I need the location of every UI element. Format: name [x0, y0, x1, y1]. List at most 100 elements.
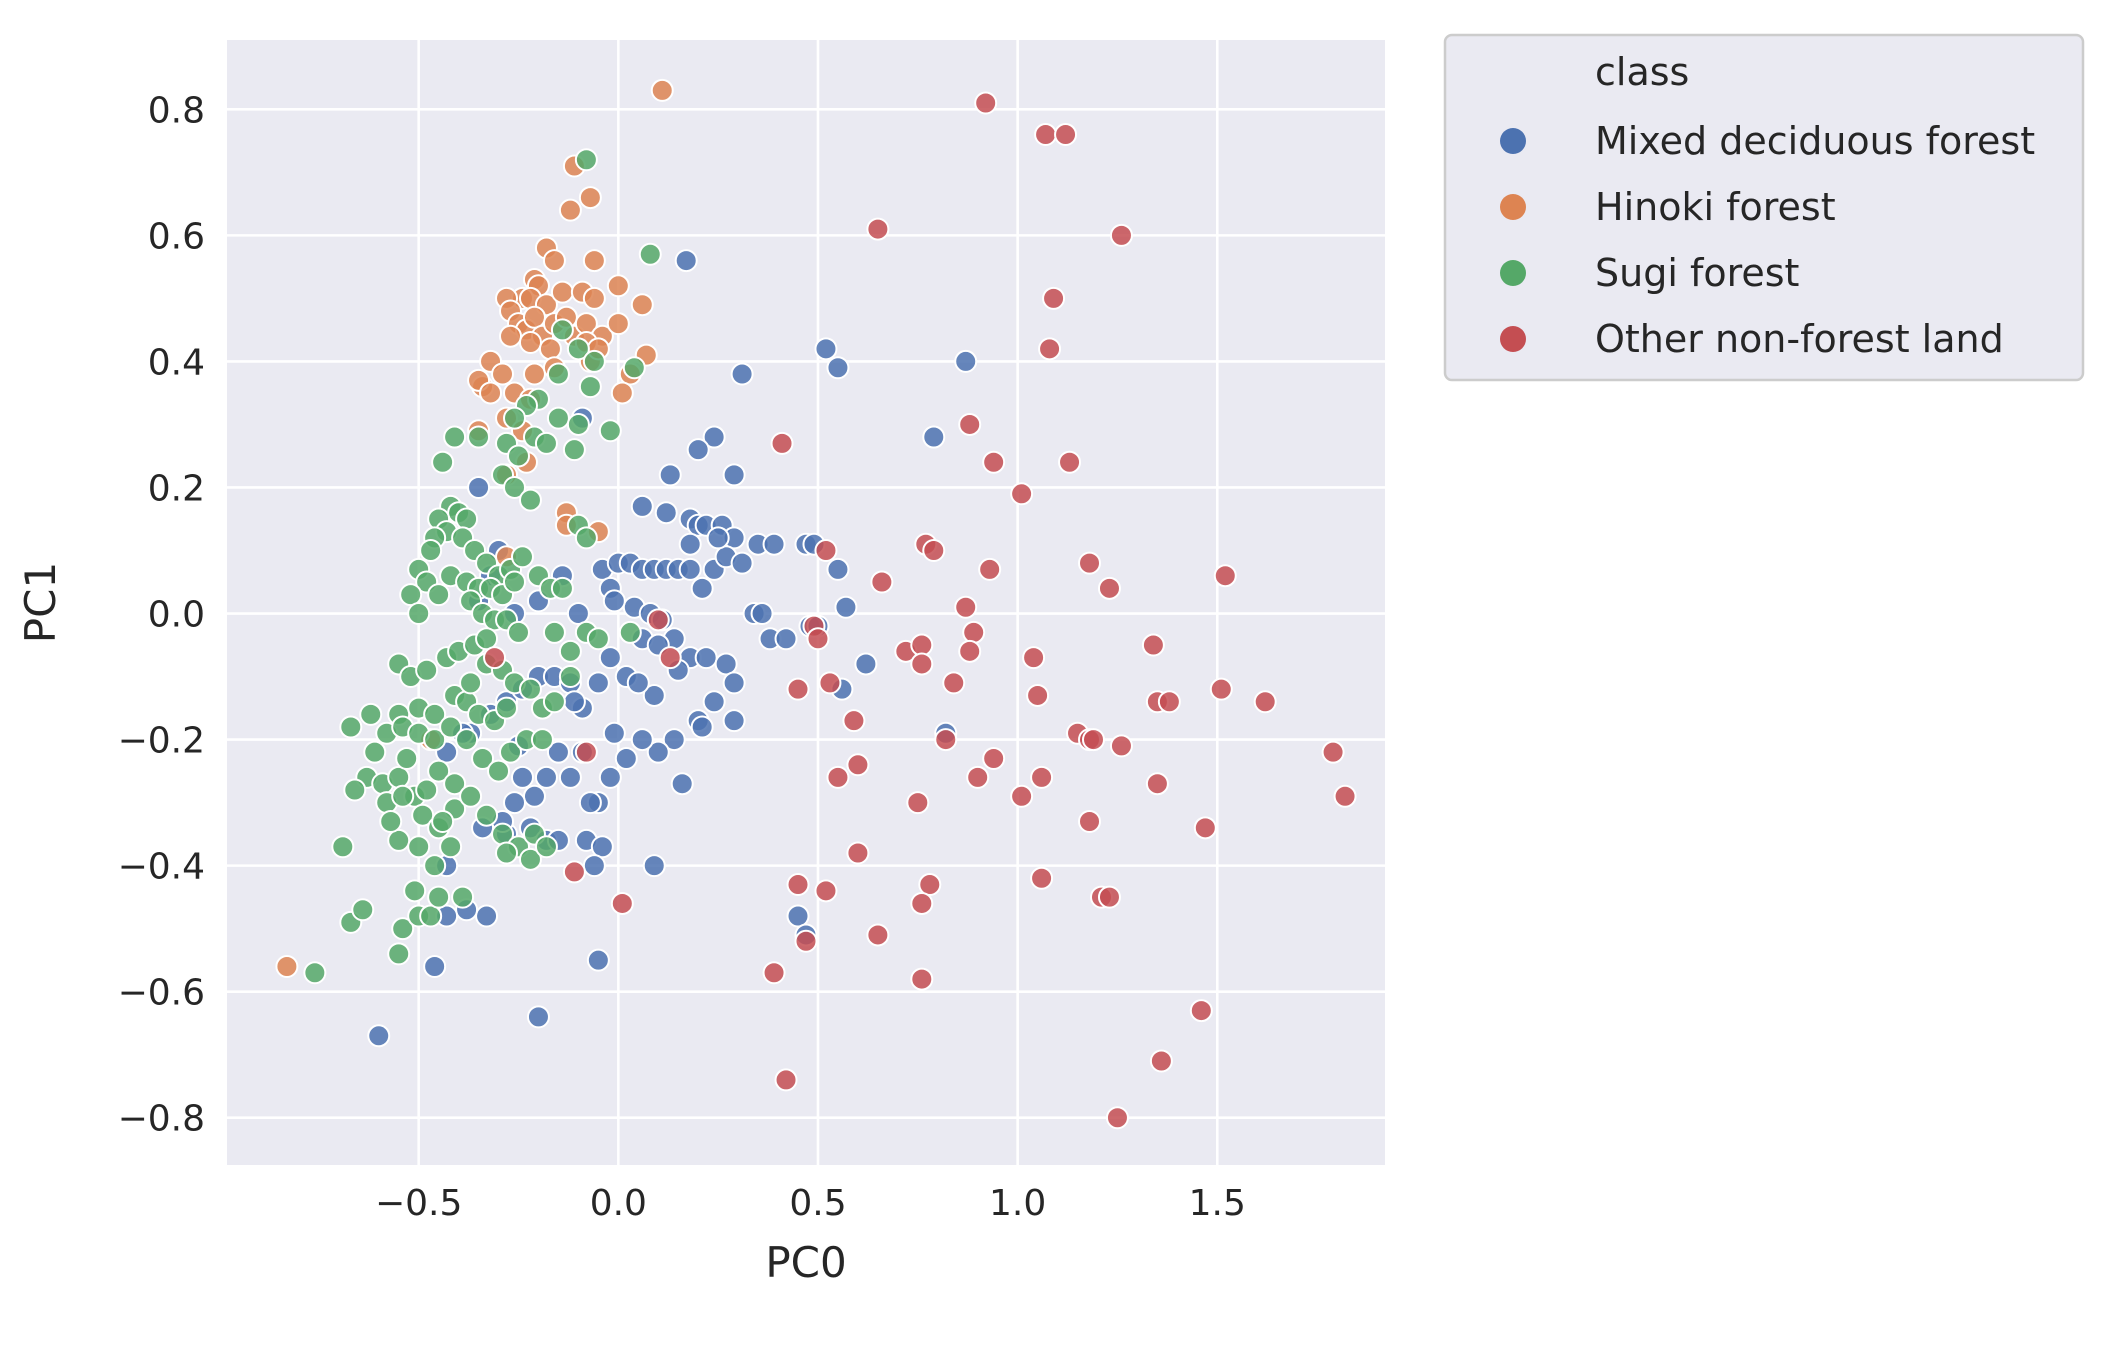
data-point — [1054, 123, 1078, 147]
x-tick-label: 0.5 — [789, 1183, 846, 1224]
data-point — [582, 854, 606, 878]
data-point — [1058, 450, 1082, 474]
x-tick-label: 1.5 — [1189, 1183, 1246, 1224]
data-point — [395, 746, 419, 770]
y-axis-label: PC1 — [16, 562, 65, 643]
data-point — [730, 362, 754, 386]
data-point — [598, 646, 622, 670]
data-point — [598, 419, 622, 443]
data-point — [826, 557, 850, 581]
data-point — [558, 665, 582, 689]
y-axis-ticks: −0.8 −0.6 −0.4 −0.2 0.0 0.2 0.4 0.6 0.8 — [118, 90, 205, 1139]
data-point — [503, 570, 527, 594]
data-point — [546, 740, 570, 764]
data-point — [598, 765, 622, 789]
data-point — [387, 828, 411, 852]
data-point — [942, 671, 966, 695]
data-point — [910, 967, 934, 991]
data-point — [499, 324, 523, 348]
data-point — [534, 765, 558, 789]
data-point — [662, 728, 686, 752]
data-point — [359, 702, 383, 726]
data-point — [443, 425, 467, 449]
data-point — [522, 305, 546, 329]
data-point — [522, 362, 546, 386]
data-point — [518, 331, 542, 355]
y-tick-label: −0.2 — [118, 721, 205, 762]
data-point — [518, 677, 542, 701]
data-point — [958, 639, 982, 663]
data-point — [806, 627, 830, 651]
data-point — [722, 709, 746, 733]
y-tick-label: 0.4 — [148, 342, 205, 383]
data-point — [630, 494, 654, 518]
data-point — [503, 791, 527, 815]
data-point — [423, 728, 447, 752]
data-point — [506, 444, 530, 468]
data-point — [550, 280, 574, 304]
data-point — [522, 784, 546, 808]
data-point — [630, 293, 654, 317]
data-point — [1253, 690, 1277, 714]
data-point — [1209, 677, 1233, 701]
data-point — [826, 356, 850, 380]
data-point — [1082, 728, 1106, 752]
data-point — [614, 746, 638, 770]
data-point — [475, 904, 499, 928]
data-point — [962, 620, 986, 644]
data-point — [439, 835, 463, 859]
data-point — [642, 854, 666, 878]
data-point — [363, 740, 387, 764]
data-point — [658, 646, 682, 670]
data-point — [495, 841, 519, 865]
data-point — [762, 961, 786, 985]
data-point — [730, 551, 754, 575]
data-point — [702, 425, 726, 449]
data-point — [1149, 1049, 1173, 1073]
data-point — [503, 406, 527, 430]
data-point — [562, 438, 586, 462]
data-point — [1213, 564, 1237, 588]
legend: class Mixed deciduous forest Hinoki fores… — [1443, 33, 2085, 382]
legend-marker — [1500, 128, 1526, 154]
data-point — [846, 841, 870, 865]
data-point — [606, 312, 630, 336]
y-tick-label: −0.8 — [118, 1099, 205, 1140]
legend-label: Other non-forest land — [1595, 317, 2004, 361]
data-point — [1022, 646, 1046, 670]
data-point — [503, 475, 527, 499]
data-point — [870, 570, 894, 594]
data-point — [399, 583, 423, 607]
data-point — [690, 576, 714, 600]
data-point — [1109, 223, 1133, 247]
data-point — [610, 891, 634, 915]
data-point — [854, 652, 878, 676]
data-point — [982, 746, 1006, 770]
series-3 — [483, 91, 1357, 1130]
data-point — [1078, 810, 1102, 834]
data-point — [814, 539, 838, 563]
data-point — [934, 728, 958, 752]
data-point — [686, 438, 710, 462]
data-point — [526, 1005, 550, 1029]
data-point — [566, 337, 590, 361]
data-point — [1193, 816, 1217, 840]
data-point — [391, 784, 415, 808]
data-point — [475, 803, 499, 827]
y-tick-label: −0.6 — [118, 973, 205, 1014]
data-point — [562, 690, 586, 714]
data-point — [974, 91, 998, 115]
data-point — [459, 671, 483, 695]
data-point — [750, 602, 774, 626]
data-point — [582, 286, 606, 310]
data-point — [826, 765, 850, 789]
data-point — [499, 740, 523, 764]
data-point — [814, 879, 838, 903]
data-point — [834, 595, 858, 619]
data-point — [407, 602, 431, 626]
data-point — [910, 633, 934, 657]
legend-frame — [1443, 33, 2085, 382]
data-point — [339, 715, 363, 739]
data-point — [542, 249, 566, 273]
